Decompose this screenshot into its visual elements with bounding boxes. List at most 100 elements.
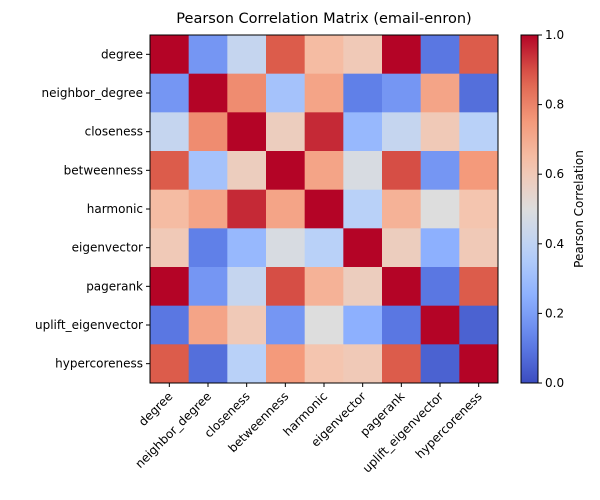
heatmap-cell: [343, 305, 383, 345]
heatmap-cell: [188, 73, 228, 113]
heatmap-cell: [304, 267, 344, 307]
colorbar: [520, 34, 539, 384]
heatmap-cell: [304, 189, 344, 229]
heatmap-cell: [304, 228, 344, 268]
colorbar-tick-label: 0.0: [545, 376, 564, 390]
colorbar-tick-label: 0.2: [545, 306, 564, 320]
heatmap-cell: [304, 305, 344, 345]
heatmap-cell: [459, 344, 499, 384]
heatmap-cell: [382, 267, 422, 307]
heatmap-cell: [266, 112, 306, 152]
heatmap-cell: [304, 112, 344, 152]
heatmap-cell: [150, 189, 190, 229]
heatmap-cell: [266, 189, 306, 229]
heatmap-cell: [382, 305, 422, 345]
heatmap-cell: [420, 73, 460, 113]
heatmap-cell: [459, 305, 499, 345]
heatmap-cell: [343, 35, 383, 75]
heatmap-cell: [382, 344, 422, 384]
heatmap-cell: [382, 228, 422, 268]
heatmap-cell: [304, 344, 344, 384]
y-tick-label: neighbor_degree: [42, 86, 144, 100]
heatmap-cell: [150, 112, 190, 152]
heatmap-cell: [343, 151, 383, 191]
colorbar-tick-label: 0.4: [545, 237, 564, 251]
heatmap-cell: [150, 344, 190, 384]
heatmap-cell: [227, 189, 267, 229]
heatmap-cell: [188, 344, 228, 384]
heatmap-cell: [343, 189, 383, 229]
heatmap-cell: [459, 267, 499, 307]
y-tick-label: degree: [101, 47, 143, 61]
heatmap-cell: [150, 73, 190, 113]
heatmap-cell: [227, 228, 267, 268]
heatmap-cell: [420, 228, 460, 268]
colorbar-tick-label: 0.6: [545, 167, 564, 181]
heatmap-cell: [150, 228, 190, 268]
y-tick-label: eigenvector: [72, 241, 143, 255]
heatmap-cell: [266, 73, 306, 113]
heatmap-cell: [188, 35, 228, 75]
heatmap-cell: [420, 344, 460, 384]
heatmap-cell: [343, 344, 383, 384]
heatmap-cell: [227, 344, 267, 384]
heatmap-cell: [266, 267, 306, 307]
heatmap-cell: [150, 305, 190, 345]
heatmap-cell: [188, 112, 228, 152]
heatmap-cell: [188, 151, 228, 191]
heatmap-cell: [266, 228, 306, 268]
y-tick-label: hypercoreness: [55, 357, 143, 371]
heatmap-cell: [382, 35, 422, 75]
y-tick-label: betweenness: [64, 163, 143, 177]
heatmap-cell: [459, 112, 499, 152]
heatmap-cell: [420, 189, 460, 229]
heatmap-cell: [420, 112, 460, 152]
heatmap-cell: [188, 189, 228, 229]
heatmap-cell: [382, 112, 422, 152]
heatmap-cell: [188, 267, 228, 307]
y-tick-label: pagerank: [86, 279, 143, 293]
heatmap-cell: [266, 344, 306, 384]
x-axis-ticks: degreeneighbor_degreeclosenessbetweennes…: [132, 383, 485, 475]
heatmap-cell: [343, 112, 383, 152]
heatmap-cell: [382, 189, 422, 229]
colorbar-tick-label: 0.8: [545, 98, 564, 112]
heatmap-cell: [266, 151, 306, 191]
heatmap-cell: [227, 35, 267, 75]
heatmap-cell: [459, 228, 499, 268]
heatmap-cell: [304, 35, 344, 75]
heatmap-cell: [459, 189, 499, 229]
heatmap-cell: [420, 267, 460, 307]
y-tick-label: closeness: [85, 125, 143, 139]
heatmap-cell: [343, 73, 383, 113]
y-axis-ticks: degree neighbor_degree closeness betweennes…: [35, 47, 150, 371]
heatmap-cell: [304, 151, 344, 191]
heatmap-cell: [227, 112, 267, 152]
heatmap-cell: [343, 228, 383, 268]
colorbar-tick-label: 1.0: [545, 28, 564, 42]
heatmap-cell: [150, 151, 190, 191]
heatmap-cell: [150, 267, 190, 307]
heatmap-cell: [227, 151, 267, 191]
heatmap-cell: [382, 151, 422, 191]
heatmap-cell: [459, 151, 499, 191]
y-tick-label: uplift_eigenvector: [35, 318, 143, 332]
colorbar-ticks: 0.0 0.2 0.4 0.6 0.8 1.0: [538, 28, 564, 390]
heatmap-cell: [420, 151, 460, 191]
x-tick-label: hypercoreness: [413, 389, 485, 461]
y-tick-label: harmonic: [87, 202, 143, 216]
colorbar-label: Pearson Correlation: [572, 150, 586, 268]
heatmap-cell: [266, 35, 306, 75]
heatmap-cell: [150, 35, 190, 75]
heatmap-cell: [343, 267, 383, 307]
heatmap-cell: [266, 305, 306, 345]
heatmap-cells: [150, 35, 499, 384]
heatmap-cell: [459, 35, 499, 75]
heatmap-cell: [420, 35, 460, 75]
heatmap-cell: [188, 305, 228, 345]
heatmap-cell: [459, 73, 499, 113]
heatmap-cell: [227, 73, 267, 113]
heatmap-cell: [188, 228, 228, 268]
heatmap-cell: [227, 305, 267, 345]
